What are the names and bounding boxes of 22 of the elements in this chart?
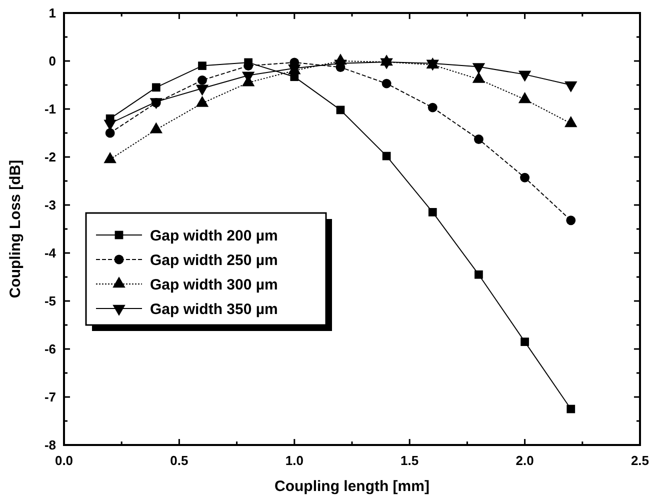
y-tick-label: -5 [44, 294, 56, 309]
legend-label: Gap width 300 µm [150, 276, 278, 294]
y-tick-label: 1 [48, 6, 56, 21]
y-tick-label: -4 [44, 246, 57, 261]
y-axis-title: Coupling Loss [dB] [7, 160, 24, 298]
y-tick-label: 0 [48, 54, 56, 69]
y-tick-label: -1 [44, 102, 56, 117]
x-tick-label: 2.5 [630, 453, 650, 468]
x-tick-label: 1.0 [285, 453, 304, 468]
y-tick-label: -7 [44, 390, 56, 405]
x-axis-title: Coupling length [mm] [274, 478, 430, 495]
x-tick-label: 0.0 [54, 453, 74, 468]
x-tick-label: 2.0 [516, 453, 534, 468]
legend-label: Gap width 200 µm [150, 227, 278, 244]
y-tick-label: -2 [44, 150, 56, 165]
legend-label: Gap width 250 µm [150, 252, 278, 269]
y-tick-label: -8 [44, 438, 56, 453]
y-tick-label: -6 [44, 342, 56, 357]
x-tick-label: 1.5 [400, 453, 419, 468]
x-tick-label: 0.5 [170, 453, 188, 468]
legend-label: Gap width 350 µm [150, 300, 278, 318]
y-tick-label: -3 [44, 198, 56, 213]
